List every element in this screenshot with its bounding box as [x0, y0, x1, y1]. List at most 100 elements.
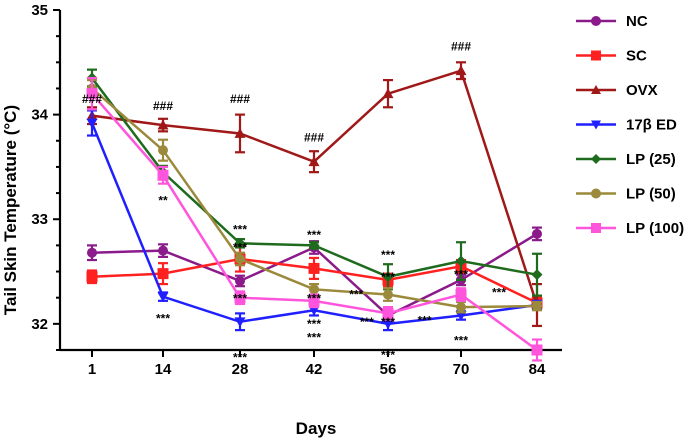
x-tick-label: 42: [306, 361, 323, 378]
legend-label: 17β ED: [626, 117, 677, 134]
significance-annotation: ###: [153, 99, 173, 113]
significance-annotation: ###: [304, 131, 324, 145]
data-point: [382, 307, 394, 319]
significance-annotation: ***: [233, 350, 247, 364]
data-point: [157, 119, 169, 130]
series-layer: [86, 61, 543, 362]
significance-annotation: ***: [381, 270, 395, 284]
significance-annotation: ***: [307, 292, 321, 306]
significance-annotation: ***: [156, 312, 170, 326]
significance-annotation: ***: [307, 330, 321, 344]
data-point: [157, 292, 169, 303]
legend-marker: [591, 50, 601, 61]
data-point: [86, 88, 98, 100]
significance-annotation: ***: [233, 223, 247, 237]
data-point: [382, 271, 394, 283]
legend-marker: [591, 85, 601, 94]
data-point: [308, 262, 320, 274]
legend-item: LP (100): [576, 220, 684, 237]
legend-label: SC: [626, 48, 647, 65]
y-tick-label: 35: [31, 2, 48, 19]
significance-annotation: **: [158, 193, 168, 207]
x-tick-label: 1: [88, 361, 96, 378]
data-point: [532, 301, 542, 312]
data-point: [532, 228, 542, 239]
data-point: [86, 118, 98, 129]
legend-marker: [591, 16, 601, 26]
legend-label: LP (50): [626, 186, 676, 203]
legend-marker: [591, 154, 601, 164]
data-point: [383, 289, 393, 300]
significance-annotation: ***: [233, 240, 247, 254]
legend-label: OVX: [626, 82, 658, 99]
data-point: [531, 344, 543, 356]
data-point: [308, 239, 320, 251]
data-point: [382, 88, 394, 99]
legend-label: LP (100): [626, 220, 684, 237]
significance-annotation: ###: [82, 92, 102, 106]
significance-annotation: ***: [454, 268, 468, 282]
data-point: [87, 247, 97, 258]
data-point: [86, 271, 98, 283]
data-point: [455, 255, 467, 267]
data-point: [234, 127, 246, 138]
legend-item: 17β ED: [576, 117, 677, 134]
data-point: [382, 319, 394, 330]
significance-annotation: ***: [360, 315, 374, 329]
data-point: [157, 169, 169, 181]
legend-item: OVX: [576, 82, 658, 99]
significance-annotation: ***: [233, 292, 247, 306]
legend-marker: [591, 120, 601, 130]
y-tick-label: 32: [31, 316, 48, 333]
data-point: [234, 237, 246, 249]
x-axis-title: Days: [296, 419, 337, 438]
x-tick-label: 84: [529, 361, 546, 378]
y-axis-title: Tail Skin Temperature (°C): [1, 105, 20, 315]
significance-annotation: ***: [307, 317, 321, 331]
legend-item: NC: [576, 13, 648, 30]
data-point: [235, 275, 245, 286]
data-point: [309, 284, 319, 295]
legend-marker: [591, 188, 601, 199]
data-point: [308, 305, 320, 316]
data-point: [455, 65, 467, 76]
data-point: [157, 268, 169, 280]
legend-marker: [591, 223, 601, 233]
data-point: [234, 317, 246, 328]
x-tick-label: 28: [232, 361, 249, 378]
y-tick-label: 33: [31, 211, 48, 228]
legend-label: NC: [626, 13, 648, 30]
y-tick-label: 34: [31, 107, 48, 124]
series-lp-100-: [86, 76, 543, 362]
significance-annotation: ***: [454, 334, 468, 348]
legend-item: LP (25): [576, 151, 676, 168]
data-point: [455, 311, 467, 321]
data-point: [158, 245, 168, 256]
data-point: [531, 269, 543, 281]
x-tick-label: 70: [453, 361, 470, 378]
data-point: [455, 289, 467, 301]
x-tick-label: 14: [155, 361, 172, 378]
legend-item: LP (50): [576, 186, 676, 203]
x-tick-label: 56: [380, 361, 397, 378]
significance-annotation: ***: [381, 348, 395, 362]
significance-annotation: ***: [307, 228, 321, 242]
data-point: [308, 156, 320, 167]
data-point: [235, 253, 245, 264]
y-axis-title-group: Tail Skin Temperature (°C): [1, 105, 20, 315]
legend: NC SC OVX 17β ED LP (25) LP (50) LP (100): [576, 13, 684, 237]
data-point: [456, 302, 466, 313]
legend-item: SC: [576, 48, 647, 65]
significance-annotation: ###: [451, 40, 471, 54]
data-point: [234, 292, 246, 304]
legend-label: LP (25): [626, 151, 676, 168]
significance-annotation: ***: [349, 288, 363, 302]
significance-annotation: ***: [381, 315, 395, 329]
significance-annotation: ###: [230, 92, 250, 106]
data-point: [308, 295, 320, 307]
data-point: [158, 145, 168, 156]
significance-annotation: ***: [417, 314, 431, 328]
axes: 32 33 34 35 1 14 28 42 56 70 84: [31, 2, 562, 378]
significance-annotation: ***: [492, 285, 506, 299]
